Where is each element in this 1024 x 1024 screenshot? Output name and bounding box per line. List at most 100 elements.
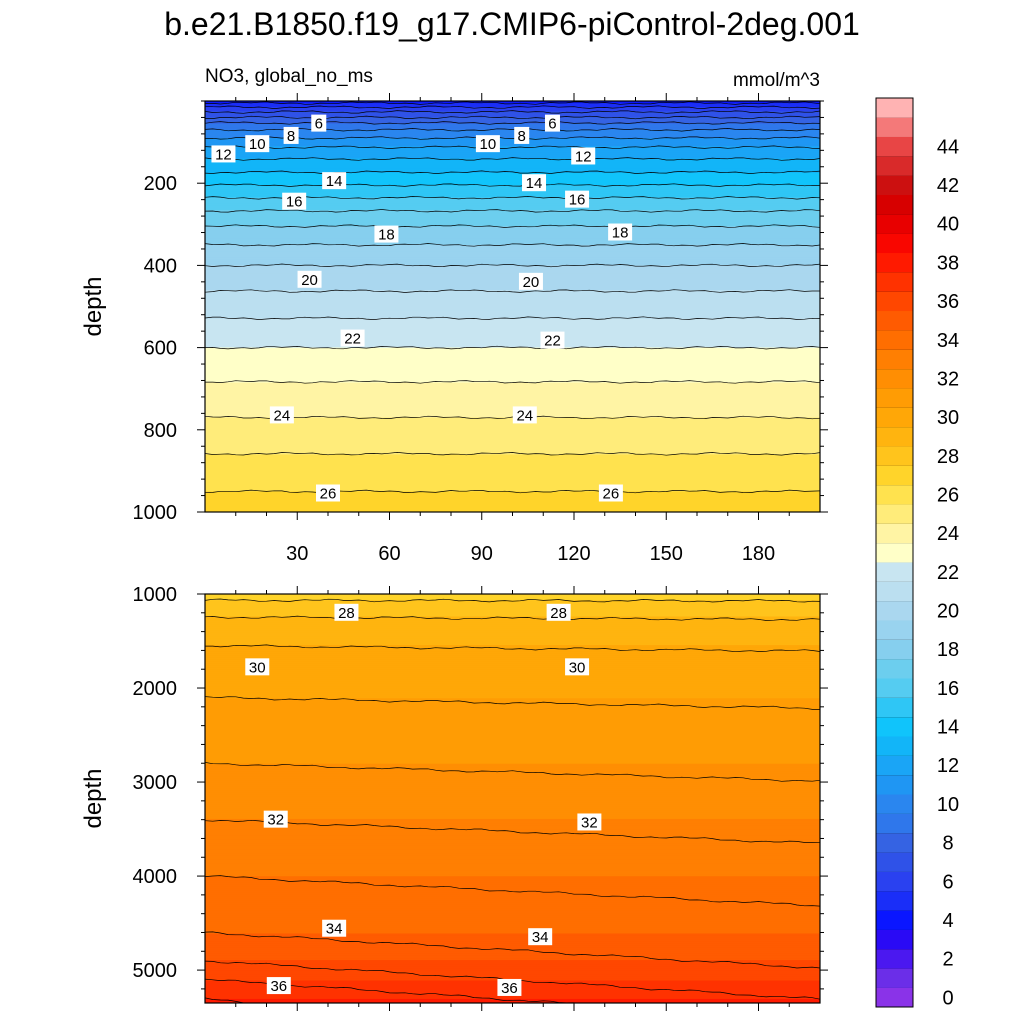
contour-band [205, 261, 820, 264]
contour-label-box [334, 603, 359, 621]
colorbar-label: 2 [942, 949, 953, 971]
contour-label-box [311, 114, 327, 132]
contour-band [205, 915, 820, 918]
contour-band [205, 767, 820, 771]
contour-band [205, 150, 820, 153]
contour-band [205, 935, 820, 939]
contour-band [205, 902, 820, 906]
contour-band [205, 784, 820, 787]
colorbar-label: 4 [942, 910, 953, 932]
contour-band [205, 974, 820, 978]
contour-band [205, 628, 820, 632]
contour-band [205, 195, 820, 199]
contour-band [205, 923, 820, 926]
contour-band [205, 839, 820, 843]
contour-band [205, 472, 820, 476]
contour-band [205, 706, 820, 710]
contour-label: 18 [374, 225, 399, 244]
contour-band [205, 236, 820, 240]
contour-band [205, 917, 820, 920]
contour-label-text: 32 [581, 814, 598, 831]
contour-band [205, 966, 820, 969]
contour-band [205, 913, 820, 916]
contour-line [205, 121, 820, 125]
contour-band [205, 808, 820, 812]
colorbar-label: 44 [937, 136, 959, 158]
colorbar-swatch [876, 407, 913, 428]
contour-label: 12 [211, 145, 236, 163]
contour-band [205, 125, 820, 129]
contour-band [205, 119, 820, 123]
contour-band [205, 357, 820, 361]
contour-label: 28 [546, 603, 571, 622]
contour-band [205, 790, 820, 793]
contour-band [205, 825, 820, 828]
contour-label: 26 [316, 484, 340, 503]
contour-label-text: 22 [344, 331, 361, 348]
contour-band [205, 144, 820, 147]
contour-band [205, 370, 820, 373]
contour-band [205, 908, 820, 912]
contour-label-box [522, 174, 547, 192]
contour-band [205, 113, 820, 116]
contour-band [205, 612, 820, 616]
contour-band [205, 714, 820, 718]
contour-label: 8 [283, 126, 299, 145]
colorbar-swatch [876, 678, 913, 698]
y-tick-label: 3000 [133, 772, 178, 794]
contour-band [205, 197, 820, 201]
contour-band [205, 401, 820, 404]
contour-band [205, 380, 820, 384]
contour-band [205, 700, 820, 703]
colorbar-label: 12 [937, 755, 959, 777]
contour-band [205, 733, 820, 736]
contour-band [205, 302, 820, 306]
contour-band [205, 246, 820, 250]
contour-band [205, 322, 820, 326]
contour-label: 6 [311, 114, 327, 133]
colorbar-swatch [876, 214, 913, 234]
colorbar-swatch [876, 968, 913, 988]
contour-line [205, 170, 820, 174]
contour-label: 34 [322, 919, 347, 938]
contour-band [205, 452, 820, 456]
contour-label-box [540, 331, 565, 349]
contour-band [205, 481, 820, 484]
colorbar-swatch [876, 697, 913, 718]
contour-band [205, 423, 820, 427]
contour-band [205, 657, 820, 661]
contour-band [205, 316, 820, 320]
contour-band [205, 435, 820, 439]
colorbar-label: 10 [937, 794, 959, 816]
contour-band [205, 708, 820, 712]
contour-band [205, 677, 820, 681]
contour-band [205, 366, 820, 369]
colorbar-label: 24 [937, 523, 959, 545]
variable-label: NO3, global_no_ms [205, 66, 373, 87]
contour-band [205, 634, 820, 638]
contour-band [205, 142, 820, 145]
contour-band [205, 882, 820, 885]
contour-label: 8 [514, 126, 530, 145]
contour-band [205, 259, 820, 262]
contour-line [205, 415, 820, 420]
colorbar-label: 40 [937, 214, 959, 236]
y-tick-label: 1000 [133, 502, 178, 524]
colorbar-swatch [876, 658, 913, 679]
contour-band [205, 361, 820, 365]
contour-band [205, 294, 820, 297]
colorbar-swatch [876, 755, 913, 776]
contour-label-text: 26 [603, 486, 620, 503]
contour-band [205, 115, 820, 119]
contour-band [205, 460, 820, 464]
contour-band [205, 837, 820, 840]
contour-label-box [497, 978, 522, 996]
contour-band [205, 403, 820, 406]
contour-label: 6 [544, 114, 560, 133]
colorbar-swatch [876, 774, 913, 795]
contour-label: 28 [334, 603, 359, 622]
contour-band [205, 154, 820, 158]
contour-band [205, 187, 820, 190]
colorbar-swatch [876, 272, 913, 292]
figure-title: b.e21.B1850.f19_g17.CMIP6-piControl-2deg… [164, 6, 860, 42]
